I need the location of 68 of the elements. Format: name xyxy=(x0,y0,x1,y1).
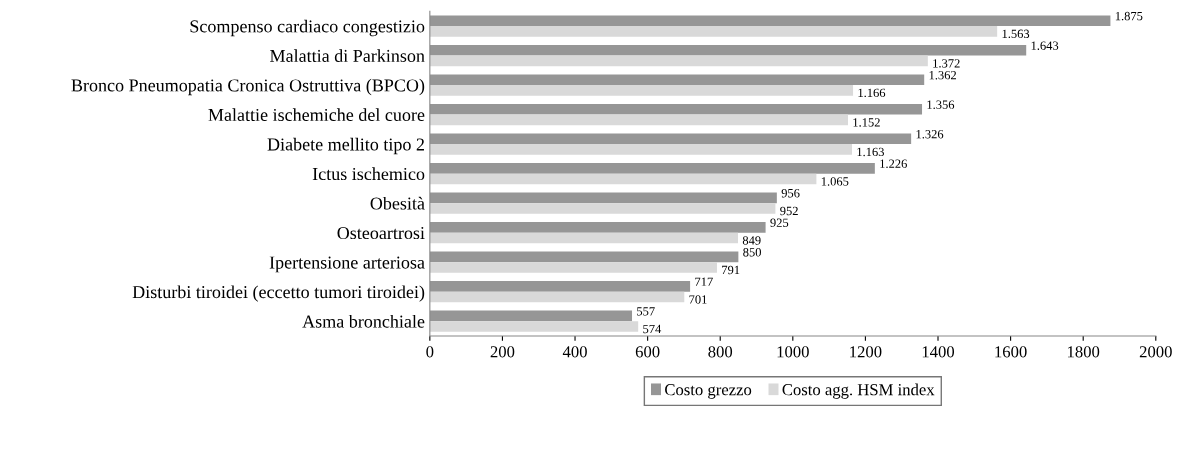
y-tick-label: Obesità xyxy=(370,196,425,210)
data-label: 1.065 xyxy=(821,177,849,186)
bar xyxy=(429,251,739,263)
bar xyxy=(429,55,928,67)
data-label: 956 xyxy=(781,189,800,198)
data-label: 1.326 xyxy=(916,129,944,139)
y-tick-label: Scompenso cardiaco congestizio xyxy=(190,19,425,37)
bar xyxy=(429,163,875,174)
legend-label: Costo grezzo xyxy=(665,384,752,399)
bar xyxy=(429,173,817,185)
y-tick-label: Diabete mellito tipo 2 xyxy=(267,137,424,155)
y-tick-label: Osteoartrosi xyxy=(337,226,425,240)
data-label: 1.356 xyxy=(927,100,955,109)
bar xyxy=(429,114,848,126)
y-tick-label: Ipertensione arteriosa xyxy=(269,256,425,273)
data-label: 557 xyxy=(637,307,655,316)
bar xyxy=(429,103,923,115)
x-tick-label: 400 xyxy=(562,346,587,358)
data-label: 1.226 xyxy=(880,159,907,168)
x-tick-label: 200 xyxy=(490,346,515,358)
data-label: 1.372 xyxy=(933,59,960,68)
bar xyxy=(429,26,998,37)
y-tick-label: Disturbi tiroidei (eccetto tumori tiroidei) xyxy=(132,285,425,302)
x-tick-label: 1200 xyxy=(850,346,882,358)
x-tick-label: 2000 xyxy=(1139,346,1172,358)
bar xyxy=(429,203,776,214)
data-label: 574 xyxy=(643,324,662,334)
legend-label: Costo agg. HSM index xyxy=(782,383,935,399)
data-label: 850 xyxy=(743,248,761,257)
data-label: 1.563 xyxy=(1002,29,1030,39)
x-tick-label: 800 xyxy=(708,346,733,358)
bar xyxy=(429,291,685,303)
data-label: 701 xyxy=(689,295,707,304)
data-label: 925 xyxy=(770,218,789,227)
bar xyxy=(429,74,925,86)
y-tick-label: Malattie ischemiche del cuore xyxy=(208,108,425,122)
bar xyxy=(429,133,912,145)
data-label: 1.643 xyxy=(1031,41,1059,50)
x-tick-label: 1000 xyxy=(777,346,809,358)
data-label: 717 xyxy=(695,277,713,286)
bar xyxy=(429,15,1111,27)
bar xyxy=(429,262,717,273)
y-tick-label: Asma bronchiale xyxy=(302,314,425,328)
bar xyxy=(429,144,852,155)
bar xyxy=(429,310,633,322)
data-label: 1.163 xyxy=(857,147,884,157)
data-label: 952 xyxy=(780,206,798,216)
x-tick-label: 1400 xyxy=(922,346,955,358)
data-label: 849 xyxy=(742,236,761,245)
y-tick-label: Bronco Pneumopatia Cronica Ostruttiva (BPCO) xyxy=(71,78,425,96)
bar xyxy=(429,232,739,244)
data-label: 791 xyxy=(722,265,740,275)
data-label: 1.362 xyxy=(929,70,956,80)
data-label: 1.166 xyxy=(858,88,886,98)
bar xyxy=(429,192,777,204)
bar xyxy=(429,85,854,96)
x-tick-label: 600 xyxy=(635,346,660,358)
bar xyxy=(429,222,766,233)
bar xyxy=(429,44,1027,56)
y-tick-label: Ictus ischemico xyxy=(312,167,425,181)
x-tick-label: 1600 xyxy=(995,346,1027,358)
x-tick-label: 1800 xyxy=(1068,346,1100,358)
bar xyxy=(429,321,639,332)
y-tick-label: Malattia di Parkinson xyxy=(270,49,425,62)
x-tick-label: 0 xyxy=(426,346,434,358)
data-label: 1.152 xyxy=(853,118,880,127)
data-label: 1.875 xyxy=(1115,11,1143,21)
bar xyxy=(429,281,691,292)
